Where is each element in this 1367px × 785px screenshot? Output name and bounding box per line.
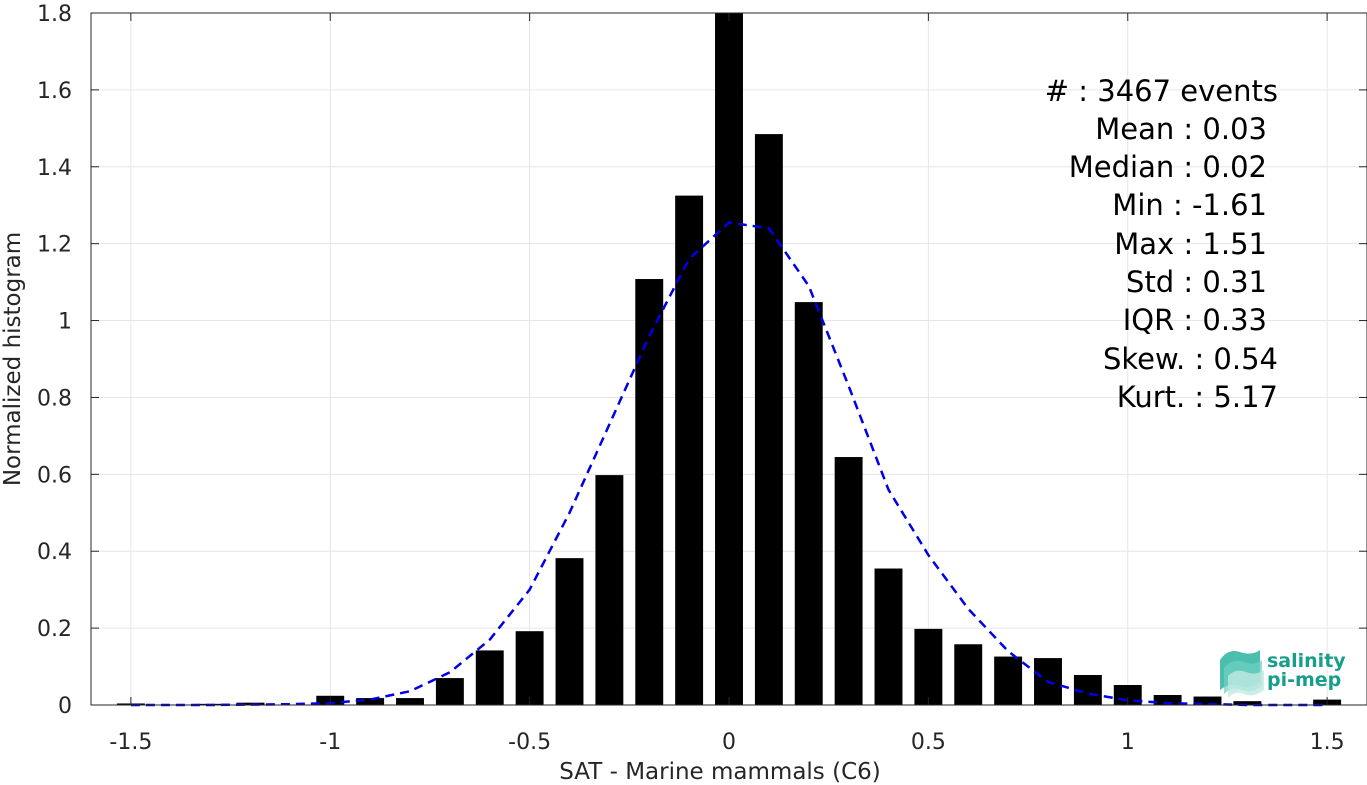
y-tick-labels: 0 0.2 0.4 0.6 0.8 1 1.2 1.4 1.6 1.8: [37, 2, 72, 719]
stat-mean: Mean : 0.03: [1095, 112, 1267, 146]
y-tick-label: 0.4: [37, 540, 72, 565]
y-tick-label: 1.2: [37, 233, 72, 258]
stat-min: Min : -1.61: [1112, 188, 1267, 222]
x-tick-label: -0.5: [508, 730, 551, 755]
x-tick-label: -1.5: [109, 730, 152, 755]
histogram-bar: [396, 698, 424, 705]
histogram-bar: [994, 656, 1023, 705]
x-tick-label: 0.5: [911, 730, 946, 755]
y-tick-label: 0.8: [37, 386, 72, 411]
x-tick-label: 0: [722, 730, 736, 755]
x-axis-label: SAT - Marine mammals (C6): [559, 759, 881, 785]
y-tick-label: 1.8: [37, 2, 72, 27]
y-tick-label: 0.2: [37, 617, 72, 642]
histogram-bar: [874, 568, 903, 705]
x-tick-label: 1.5: [1310, 730, 1345, 755]
y-tick-label: 1.6: [37, 79, 72, 104]
histogram-bar: [1153, 695, 1182, 705]
stat-median: Median : 0.02: [1069, 150, 1267, 184]
y-tick-label: 0.6: [37, 463, 72, 488]
wave-logo-icon: [1220, 650, 1264, 698]
histogram-bar: [675, 195, 704, 705]
x-tick-label: -1: [319, 730, 341, 755]
histogram-bar: [435, 678, 464, 705]
logo-line1: salinity: [1267, 650, 1346, 672]
histogram-bar: [754, 134, 783, 706]
histogram-bar: [236, 702, 265, 705]
histogram-bar: [914, 628, 943, 705]
stat-skew: Skew. : 0.54: [1103, 342, 1278, 376]
histogram-bar: [515, 631, 544, 705]
histogram-bar: [475, 650, 504, 705]
x-tick-label: 1: [1121, 730, 1135, 755]
stats-box: # : 3467 events Mean : 0.03 Median : 0.0…: [1045, 74, 1278, 414]
histogram-bar: [1233, 701, 1262, 705]
salinity-pi-mep-logo: salinity pi-mep: [1220, 650, 1346, 698]
histogram-bar: [595, 475, 624, 705]
y-axis-label: Normalized histogram: [0, 232, 26, 486]
histogram-bar: [834, 457, 863, 705]
y-tick-label: 1.4: [37, 156, 72, 181]
stat-iqr: IQR : 0.33: [1123, 303, 1267, 337]
normal-fit-curve: [130, 221, 1328, 707]
stat-kurt: Kurt. : 5.17: [1117, 380, 1278, 414]
stat-std: Std : 0.31: [1126, 265, 1267, 299]
x-tick-labels: -1.5 -1 -0.5 0 0.5 1 1.5: [109, 730, 1344, 755]
histogram-bars: [116, 13, 1342, 706]
axis-ticks: [91, 12, 1367, 706]
histogram-bar: [794, 302, 823, 705]
histogram-bar: [555, 558, 584, 705]
histogram-bar: [954, 644, 983, 705]
histogram-bar: [1193, 696, 1222, 705]
y-tick-label: 0: [58, 694, 72, 719]
histogram-bar: [356, 698, 385, 705]
stat-count: # : 3467 events: [1045, 74, 1278, 108]
histogram-bar: [715, 13, 743, 705]
histogram-bar: [635, 279, 664, 705]
logo-line2: pi-mep: [1267, 669, 1341, 691]
y-tick-label: 1: [58, 310, 72, 335]
stat-max: Max : 1.51: [1114, 227, 1267, 261]
